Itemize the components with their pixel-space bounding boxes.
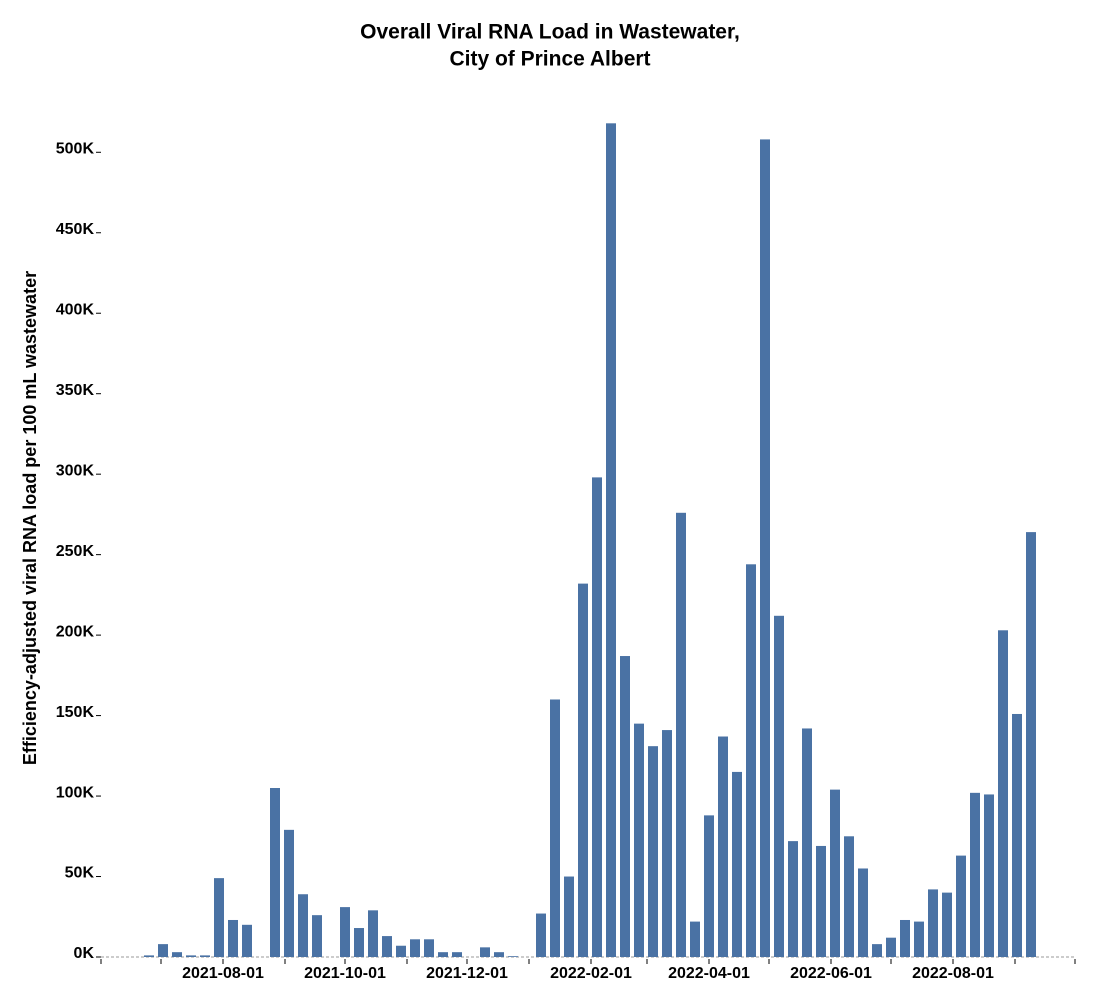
- x-tick-label: 2021-08-01: [182, 965, 264, 982]
- bar: [144, 955, 154, 957]
- x-tick-label: 2022-08-01: [912, 965, 994, 982]
- bar: [494, 952, 504, 957]
- y-tick-label: 50K: [65, 865, 95, 882]
- x-tick-label: 2022-02-01: [550, 965, 632, 982]
- bar: [298, 894, 308, 957]
- bar: [970, 792, 980, 957]
- bar: [1026, 532, 1036, 957]
- bar: [228, 919, 238, 957]
- bar: [536, 913, 546, 957]
- bar: [1012, 713, 1022, 957]
- bar: [312, 915, 322, 957]
- bar: [270, 788, 280, 957]
- bar: [914, 921, 924, 957]
- bar: [214, 878, 224, 957]
- bar: [872, 944, 882, 957]
- bar: [242, 924, 252, 957]
- bar: [928, 889, 938, 957]
- y-tick-label: 350K: [56, 382, 95, 399]
- x-tick-label: 2022-06-01: [790, 965, 872, 982]
- bar: [956, 855, 966, 957]
- y-tick-label: 450K: [56, 221, 95, 238]
- bar: [452, 952, 462, 957]
- bar: [396, 945, 406, 957]
- bar: [690, 921, 700, 957]
- bar: [564, 876, 574, 957]
- bar: [620, 656, 630, 957]
- bar: [410, 939, 420, 957]
- x-tick-label: 2021-12-01: [426, 965, 508, 982]
- bar: [718, 736, 728, 957]
- bar: [830, 789, 840, 957]
- bar: [774, 615, 784, 957]
- bar: [648, 746, 658, 957]
- y-tick-label: 400K: [56, 301, 95, 318]
- bar: [816, 845, 826, 957]
- bar: [662, 730, 672, 957]
- bar: [284, 829, 294, 957]
- bar: [886, 937, 896, 957]
- bar: [550, 699, 560, 957]
- bar: [186, 955, 196, 957]
- bar: [844, 836, 854, 957]
- bar: [606, 123, 616, 957]
- y-tick-label: 500K: [56, 141, 95, 158]
- bar: [942, 892, 952, 957]
- bar: [732, 771, 742, 957]
- bar: [158, 944, 168, 957]
- bar: [634, 723, 644, 957]
- x-tick-label: 2022-04-01: [668, 965, 750, 982]
- bar: [858, 868, 868, 957]
- chart-title: Overall Viral RNA Load in Wastewater,: [360, 21, 740, 44]
- bar: [578, 583, 588, 957]
- bar: [172, 952, 182, 957]
- bar: [480, 947, 490, 957]
- bar: [354, 928, 364, 957]
- bar: [200, 955, 210, 957]
- bar: [508, 956, 518, 957]
- y-tick-label: 150K: [56, 704, 95, 721]
- bar: [340, 907, 350, 957]
- bar: [998, 630, 1008, 957]
- y-tick-label: 250K: [56, 543, 95, 560]
- y-axis-label: Efficiency-adjusted viral RNA load per 1…: [20, 271, 40, 765]
- y-tick-label: 200K: [56, 623, 95, 640]
- bar: [802, 728, 812, 957]
- bar: [438, 952, 448, 957]
- bar: [760, 139, 770, 958]
- x-tick-label: 2021-10-01: [304, 965, 386, 982]
- y-tick-label: 0K: [74, 945, 95, 962]
- bar: [592, 477, 602, 957]
- bar: [984, 794, 994, 957]
- bar: [676, 512, 686, 957]
- bar: [368, 910, 378, 957]
- bar: [704, 815, 714, 957]
- bar: [382, 936, 392, 957]
- bar: [788, 841, 798, 957]
- bar: [746, 564, 756, 957]
- chart-title: City of Prince Albert: [449, 48, 650, 71]
- bar: [424, 939, 434, 957]
- y-tick-label: 300K: [56, 462, 95, 479]
- bar: [900, 919, 910, 957]
- y-tick-label: 100K: [56, 784, 95, 801]
